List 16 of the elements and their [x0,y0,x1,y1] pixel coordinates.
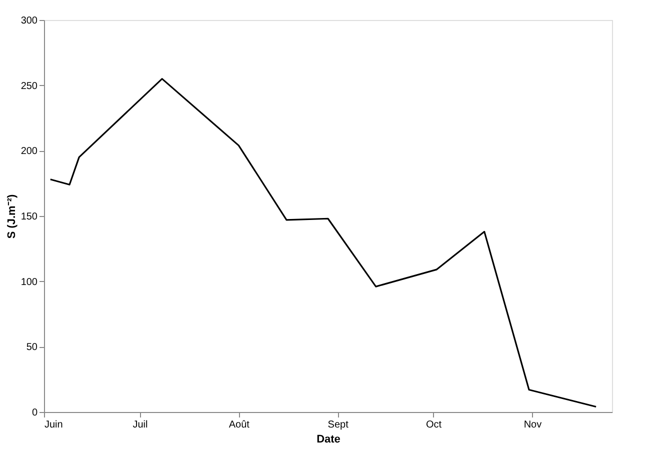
x-tick-label: Juin [44,420,63,430]
y-tick-label: 250 [20,80,38,92]
x-tick-label: Oct [426,420,442,430]
x-tick-label: Nov [524,420,542,430]
line-series [50,78,597,408]
x-tick-label: Août [228,420,250,430]
x-tick-label: Sept [328,420,349,430]
x-tick-label: Juil [132,420,148,430]
y-tick-label: 50 [26,342,38,354]
y-axis-title: S (J.m⁻²) [6,194,18,239]
y-tick-label: 300 [20,16,38,26]
x-axis-title: Date [316,434,340,446]
y-tick-label: 0 [32,408,38,418]
y-tick-label: 150 [20,212,38,222]
y-tick-label: 200 [20,146,38,158]
y-tick-label: 100 [20,276,38,288]
